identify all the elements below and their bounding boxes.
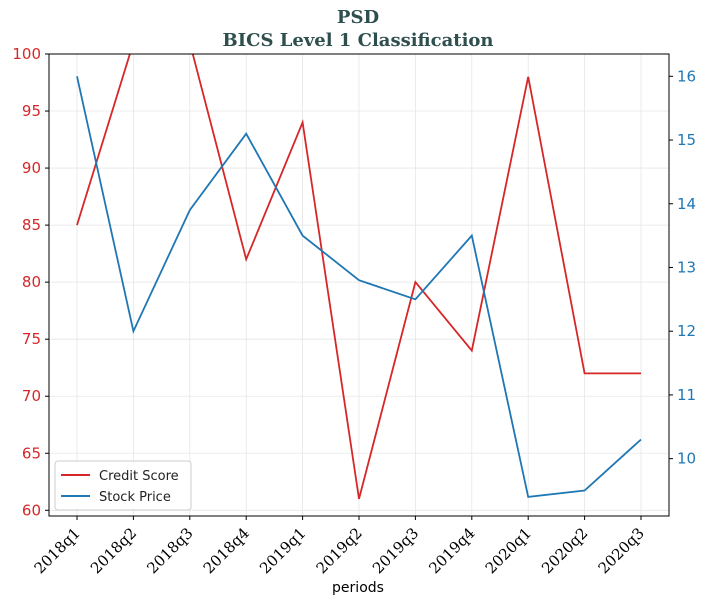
right-tick-label: 16 xyxy=(677,67,696,85)
x-tick-label: 2020q3 xyxy=(595,524,648,577)
left-tick-label: 80 xyxy=(22,273,41,291)
x-tick-label: 2019q1 xyxy=(256,524,309,577)
left-axis: 60 65 70 75 80 85 90 95 100 xyxy=(12,45,49,519)
right-tick-label: 13 xyxy=(677,258,696,276)
right-tick-label: 12 xyxy=(677,322,696,340)
legend-label-stock-price: Stock Price xyxy=(99,490,171,505)
x-tick-label: 2018q2 xyxy=(87,524,140,577)
x-tick-label: 2018q4 xyxy=(200,524,253,577)
legend-label-credit-score: Credit Score xyxy=(99,469,179,484)
right-tick-label: 11 xyxy=(677,386,696,404)
legend-box xyxy=(54,460,192,511)
x-tick-label: 2020q1 xyxy=(482,524,535,577)
grid-lines xyxy=(49,53,669,516)
chart-title: PSD xyxy=(337,7,379,28)
series-lines xyxy=(76,54,642,500)
left-tick-label: 90 xyxy=(22,159,41,177)
right-axis: 10 11 12 13 14 15 16 xyxy=(669,67,696,468)
legend: Credit Score Stock Price xyxy=(54,460,192,511)
credit-score-line xyxy=(76,54,641,500)
x-tick-label: 2019q2 xyxy=(313,524,366,577)
x-tick-label: 2019q4 xyxy=(425,524,478,577)
chart-subtitle: BICS Level 1 Classification xyxy=(222,30,493,51)
left-tick-label: 70 xyxy=(22,387,41,405)
right-tick-label: 15 xyxy=(677,131,696,149)
x-tick-label: 2018q1 xyxy=(31,524,84,577)
left-tick-label: 100 xyxy=(12,45,41,63)
x-tick-label: 2019q3 xyxy=(369,524,422,577)
right-tick-label: 10 xyxy=(677,450,696,468)
left-tick-label: 65 xyxy=(22,444,41,462)
x-axis-label: periods xyxy=(332,580,384,596)
left-tick-label: 85 xyxy=(22,216,41,234)
stock-price-line xyxy=(76,76,642,498)
left-tick-label: 95 xyxy=(22,102,41,120)
right-tick-label: 14 xyxy=(677,195,696,213)
x-tick-label: 2020q2 xyxy=(538,524,591,577)
x-axis: 2018q1 2018q2 2018q3 2018q4 2019q1 2019q2 2019… xyxy=(31,516,648,577)
left-tick-label: 75 xyxy=(22,330,41,348)
left-tick-label: 60 xyxy=(22,501,41,519)
x-tick-label: 2018q3 xyxy=(143,524,196,577)
